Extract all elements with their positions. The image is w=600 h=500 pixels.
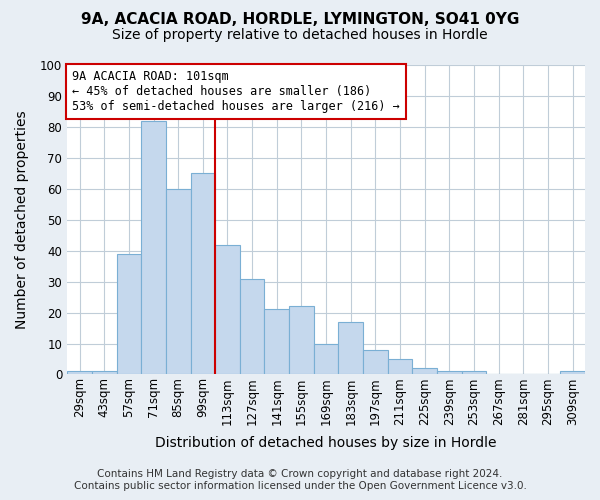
- Bar: [412, 368, 437, 374]
- Bar: [265, 310, 289, 374]
- Bar: [141, 120, 166, 374]
- Bar: [363, 350, 388, 374]
- Bar: [289, 306, 314, 374]
- Bar: [92, 372, 116, 374]
- Bar: [560, 372, 585, 374]
- Bar: [388, 359, 412, 374]
- Text: 9A ACACIA ROAD: 101sqm
← 45% of detached houses are smaller (186)
53% of semi-de: 9A ACACIA ROAD: 101sqm ← 45% of detached…: [72, 70, 400, 112]
- Bar: [67, 372, 92, 374]
- Bar: [462, 372, 487, 374]
- Y-axis label: Number of detached properties: Number of detached properties: [15, 110, 29, 329]
- Bar: [191, 174, 215, 374]
- Bar: [240, 278, 265, 374]
- Bar: [437, 372, 462, 374]
- Bar: [338, 322, 363, 374]
- Bar: [215, 244, 240, 374]
- Text: Size of property relative to detached houses in Hordle: Size of property relative to detached ho…: [112, 28, 488, 42]
- X-axis label: Distribution of detached houses by size in Hordle: Distribution of detached houses by size …: [155, 436, 497, 450]
- Bar: [166, 189, 191, 374]
- Text: 9A, ACACIA ROAD, HORDLE, LYMINGTON, SO41 0YG: 9A, ACACIA ROAD, HORDLE, LYMINGTON, SO41…: [81, 12, 519, 28]
- Bar: [314, 344, 338, 374]
- Bar: [116, 254, 141, 374]
- Text: Contains HM Land Registry data © Crown copyright and database right 2024.
Contai: Contains HM Land Registry data © Crown c…: [74, 470, 526, 491]
